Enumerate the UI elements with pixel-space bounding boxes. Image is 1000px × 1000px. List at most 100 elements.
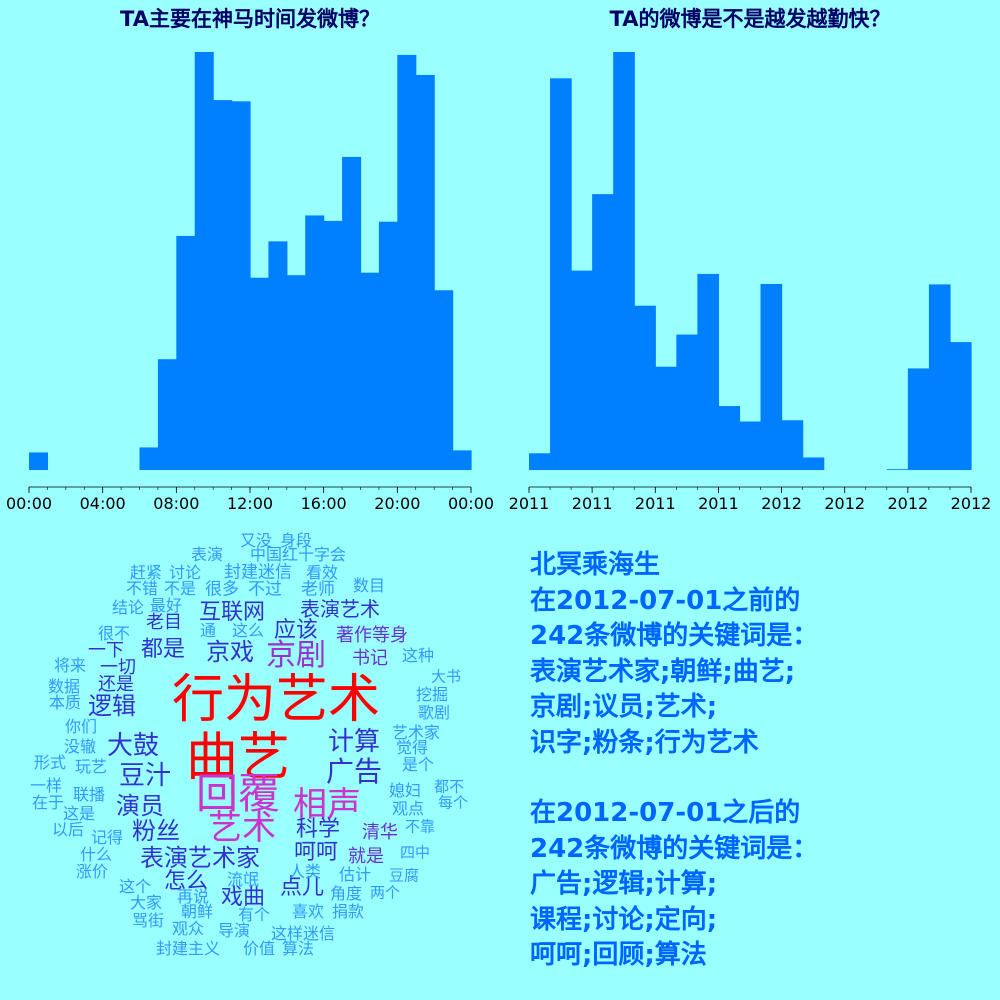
cloud-word: 这样迷信 <box>270 924 336 943</box>
hour-bar <box>157 359 177 470</box>
cloud-word: 著作等身 <box>336 625 408 646</box>
summary-after-keywords-1: 广告;逻辑;计算; <box>530 869 718 899</box>
hour-bar <box>415 74 435 471</box>
period-bar <box>697 273 720 470</box>
cloud-word: 你们 <box>64 717 98 736</box>
hour-bar <box>213 100 233 470</box>
cloud-word: 表演艺术家 <box>140 844 260 872</box>
cloud-word: 觉得 <box>395 738 429 757</box>
cloud-word: 呵呵 <box>293 840 339 865</box>
period-bar <box>781 420 804 470</box>
cloud-word: 什么 <box>79 845 113 864</box>
cloud-word: 最好 <box>149 596 183 615</box>
summary-spacer <box>530 761 990 796</box>
hour-bar <box>268 241 288 470</box>
cloud-word: 这么 <box>231 621 265 640</box>
cloud-word: 不靠 <box>404 817 436 836</box>
cloud-word: 赶紧 <box>129 563 163 582</box>
hour-bar <box>360 272 380 470</box>
cloud-word: 喜欢 <box>291 902 325 921</box>
hour-bar <box>452 450 472 470</box>
period-bar <box>613 52 635 470</box>
summary-after-keywords-2: 课程;讨论;定向; <box>530 904 718 935</box>
cloud-word: 京戏 <box>206 638 254 666</box>
hour-bar <box>139 447 159 470</box>
hour-bar <box>397 54 417 471</box>
hour-tick-label: 16:00 <box>301 494 347 513</box>
cloud-word: 玩艺 <box>74 757 108 776</box>
period-bar <box>529 453 551 470</box>
cloud-word: 涨价 <box>75 862 109 881</box>
cloud-word: 本质 <box>48 693 82 712</box>
cloud-word: 都是 <box>140 637 186 662</box>
cloud-word: 不错 <box>125 579 159 598</box>
period-bar <box>634 305 656 470</box>
cloud-word: 豆腐 <box>388 866 420 885</box>
cloud-word: 又没 <box>239 531 273 550</box>
cloud-word: 都不 <box>433 777 465 796</box>
cloud-word: 清华 <box>362 822 398 843</box>
period-tick-label: 2012 <box>887 494 928 513</box>
cloud-word: 应该 <box>273 618 319 643</box>
cloud-word: 算法 <box>281 939 315 958</box>
period-bar <box>571 270 593 470</box>
cloud-word: 老师 <box>301 579 335 600</box>
cloud-word: 看效 <box>305 563 339 582</box>
summary-author-name: 北冥乘海生 <box>530 550 661 580</box>
cloud-word: 曲艺 <box>185 728 291 788</box>
cloud-word: 很多 <box>205 579 239 600</box>
cloud-word: 媳妇 <box>388 781 422 800</box>
cloud-word: 讨论 <box>168 563 202 582</box>
hour-bar <box>231 101 251 470</box>
time-of-day-histogram: 00:00 04:00 08:00 12:00 16:00 20:00 00:00 <box>6 52 494 513</box>
cloud-word: 演员 <box>116 792 164 820</box>
period-bar <box>760 283 783 470</box>
cloud-word: 大鼓 <box>106 731 160 761</box>
cloud-word: 数目 <box>352 576 386 595</box>
cloud-word: 科学 <box>295 817 341 842</box>
cloud-word: 将来 <box>53 656 87 675</box>
cloud-word: 点儿 <box>279 875 325 900</box>
hour-tick-label: 00:00 <box>6 494 52 513</box>
summary-after-keywords-3: 呵呵;回顾;算法 <box>530 940 707 970</box>
cloud-word: 导演 <box>217 921 251 940</box>
cloud-word: 结论 <box>111 598 145 617</box>
cloud-word: 观众 <box>171 919 205 938</box>
cloud-word: 骂街 <box>131 911 165 930</box>
hour-tick-label: 04:00 <box>80 494 126 513</box>
cloud-word: 艺术家 <box>391 723 441 742</box>
period-tick-label: 2011 <box>635 494 676 513</box>
period-tick-label: 2011 <box>509 494 550 513</box>
cloud-word: 朝鲜 <box>180 902 214 921</box>
period-bar <box>676 334 698 470</box>
cloud-word: 没辙 <box>63 737 97 756</box>
cloud-word: 是个 <box>401 755 435 774</box>
hour-bar <box>305 215 325 470</box>
cloud-word: 观点 <box>391 799 425 818</box>
cloud-word: 很不 <box>97 624 131 643</box>
keyword-word-cloud: 行为艺术 曲艺 回覆 相声 艺术 京剧 广告 计算 大鼓 豆汁 逻辑 演员 粉丝 表演艺术家 京戏 互联网 应该… <box>0 530 500 1000</box>
cloud-word: 大书 <box>430 667 462 686</box>
cloud-word: 互联网 <box>198 600 266 625</box>
cloud-word: 在于 <box>31 793 65 812</box>
cloud-word: 两个 <box>369 883 401 902</box>
summary-before-keywords-2: 京剧;议员;艺术; <box>530 692 718 722</box>
cloud-word: 四中 <box>399 843 431 862</box>
cloud-word: 不是 <box>163 579 197 598</box>
cloud-word: 逻辑 <box>88 692 136 720</box>
hour-bar <box>29 452 49 470</box>
cloud-word: 身段 <box>279 531 313 550</box>
period-bar <box>550 78 572 471</box>
cloud-word: 记得 <box>90 828 124 847</box>
cloud-word: 一下 <box>88 640 124 661</box>
period-bar <box>949 342 972 470</box>
period-bar <box>802 457 825 470</box>
cloud-word: 戏曲 <box>220 885 266 910</box>
cloud-word: 怎么 <box>163 869 209 894</box>
hour-bar <box>176 235 196 470</box>
chart-title-posting-trend: TA的微博是不是越发越勤快？ <box>609 7 891 31</box>
cloud-word: 捐款 <box>331 902 365 921</box>
summary-after-count: 242条微博的关键词是： <box>530 833 819 864</box>
summary-before-keywords-3: 识字;粉条;行为艺术 <box>530 727 759 758</box>
cloud-word: 每个 <box>437 793 469 812</box>
